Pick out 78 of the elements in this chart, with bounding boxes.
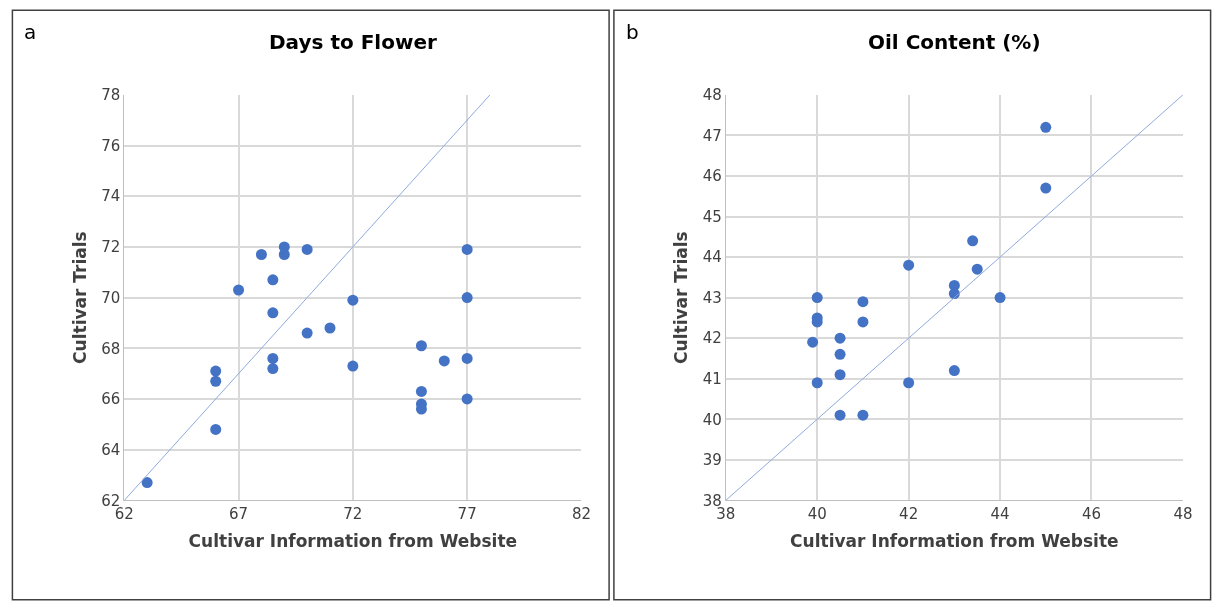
y-axis-title: Cultivar Trials	[69, 231, 90, 364]
point	[461, 243, 473, 255]
y-tick-label: 39	[702, 451, 722, 470]
y-tick-label: 43	[702, 288, 722, 307]
point	[1040, 121, 1052, 133]
y-tick-label: 46	[702, 167, 722, 186]
point	[461, 393, 473, 405]
point	[994, 292, 1006, 304]
point	[301, 327, 313, 339]
point	[141, 477, 153, 489]
y-tick-label: 64	[101, 440, 121, 459]
point	[438, 355, 450, 367]
x-tick-label: 42	[899, 505, 919, 524]
x-axis-title: Cultivar Information from Website	[790, 530, 1119, 551]
y-tick-label: 72	[101, 238, 121, 257]
point	[267, 352, 279, 364]
point	[324, 322, 336, 334]
point	[857, 296, 869, 308]
y-tick-label: 40	[702, 410, 722, 429]
y-tick-label: 41	[702, 369, 722, 388]
point	[811, 292, 823, 304]
text: b	[626, 20, 639, 44]
point	[971, 263, 983, 275]
point	[210, 423, 222, 435]
point	[210, 375, 222, 387]
point	[267, 307, 279, 319]
x-tick-label: 38	[716, 505, 736, 524]
x-tick-label: 67	[229, 505, 249, 524]
y-tick-label: 66	[101, 390, 121, 409]
y-tick-label: 47	[702, 126, 722, 145]
y-tick-label: 68	[101, 339, 121, 358]
point	[903, 377, 915, 389]
point	[267, 274, 279, 286]
point	[967, 235, 979, 247]
point	[210, 365, 222, 377]
point	[267, 363, 279, 375]
point	[347, 360, 359, 372]
x-tick-label: 82	[571, 505, 591, 524]
point	[255, 249, 267, 261]
x-tick-label: 48	[1173, 505, 1193, 524]
point	[1040, 182, 1052, 194]
y-tick-label: 76	[101, 136, 121, 155]
y-tick-label: 45	[702, 207, 722, 226]
point	[857, 316, 869, 328]
point	[834, 332, 846, 344]
x-tick-label: 40	[807, 505, 827, 524]
point	[903, 259, 915, 271]
x-tick-label: 72	[343, 505, 363, 524]
x-tick-label: 62	[114, 505, 134, 524]
point	[301, 243, 313, 255]
x-axis-title: Cultivar Information from Website	[188, 530, 518, 551]
point	[834, 409, 846, 421]
y-axis-title: Cultivar Trials	[671, 231, 692, 364]
chart-title: Days to Flower	[269, 30, 437, 54]
point	[834, 369, 846, 381]
x-tick-label: 77	[457, 505, 477, 524]
point	[233, 284, 245, 296]
y-tick-label: 44	[702, 248, 722, 267]
point	[347, 294, 359, 306]
point	[278, 249, 290, 261]
text: a	[24, 20, 37, 44]
y-tick-label: 78	[101, 86, 121, 105]
point	[461, 292, 473, 304]
chart-title: Oil Content (%)	[868, 30, 1041, 54]
y-tick-label: 70	[101, 288, 121, 307]
point	[811, 377, 823, 389]
point	[461, 352, 473, 364]
y-tick-label: 48	[702, 86, 722, 105]
x-tick-label: 44	[990, 505, 1010, 524]
x-tick-label: 46	[1081, 505, 1102, 524]
point	[415, 385, 427, 397]
point	[415, 340, 427, 352]
point	[857, 409, 869, 421]
point	[948, 365, 960, 377]
y-tick-label: 42	[702, 329, 722, 348]
point	[807, 336, 819, 348]
y-tick-label: 74	[101, 187, 121, 206]
point	[834, 348, 846, 360]
